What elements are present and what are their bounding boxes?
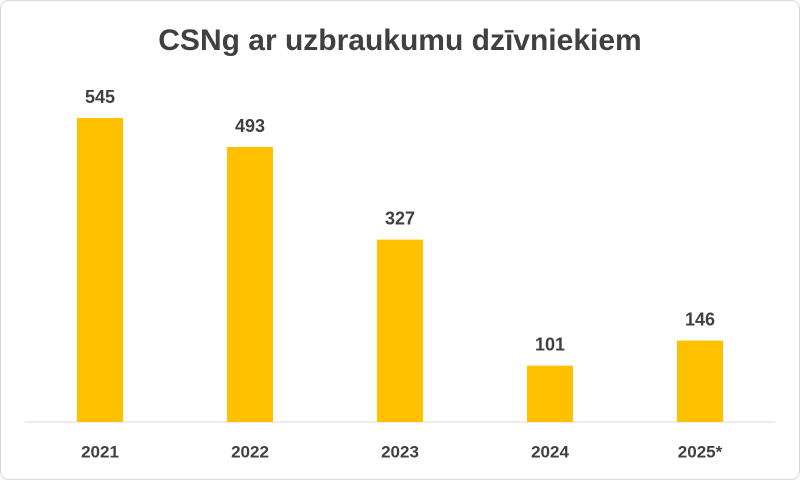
x-tick-label: 2025*: [678, 442, 723, 461]
bar: [77, 118, 123, 422]
bar: [677, 340, 723, 422]
data-label: 146: [685, 309, 715, 329]
bar: [377, 239, 423, 422]
x-tick-label: 2024: [531, 442, 569, 461]
data-label: 327: [385, 208, 415, 228]
data-label: 101: [535, 334, 565, 354]
bar: [527, 365, 573, 422]
data-label: 545: [85, 87, 115, 107]
bar: [227, 147, 273, 423]
x-tick-label: 2022: [231, 442, 269, 461]
x-tick-label: 2021: [81, 442, 119, 461]
chart-title: CSNg ar uzbraukumu dzīvniekiem: [158, 24, 641, 57]
x-tick-label: 2023: [381, 442, 419, 461]
data-label: 493: [235, 116, 265, 136]
